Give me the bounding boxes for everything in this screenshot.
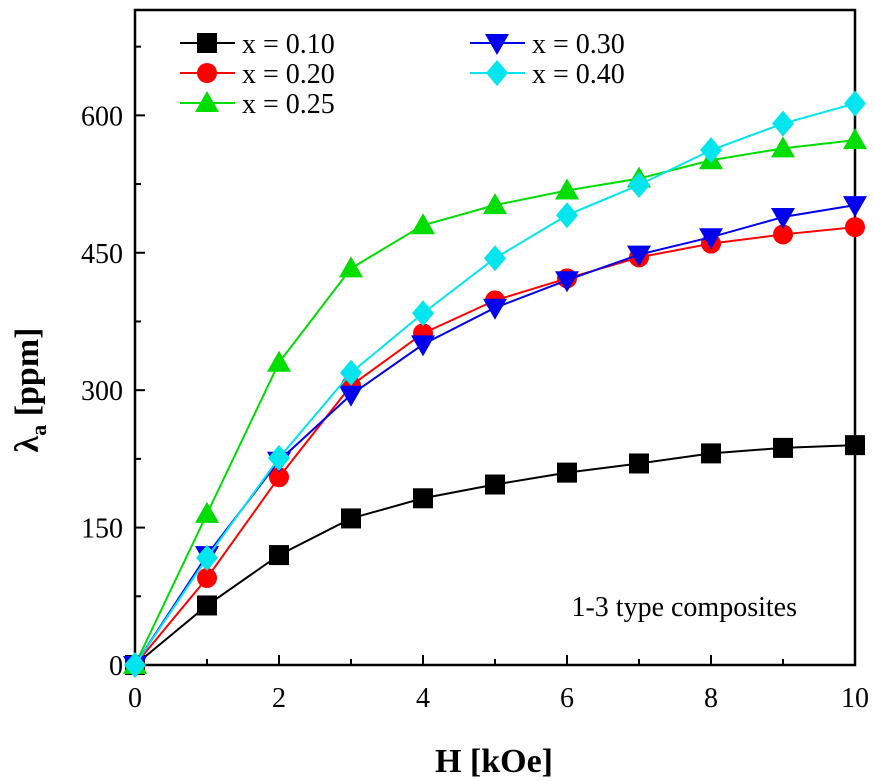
y-axis-label: λa [ppm] xyxy=(9,328,51,453)
data-point xyxy=(484,245,506,272)
data-point xyxy=(843,196,867,218)
legend-label: x = 0.25 xyxy=(242,89,335,120)
data-point xyxy=(269,467,289,488)
legend-marker xyxy=(486,60,508,86)
y-label-sub: a xyxy=(26,425,51,436)
data-point xyxy=(556,202,578,229)
data-point xyxy=(485,474,505,495)
legend-label: x = 0.40 xyxy=(532,59,625,90)
data-point xyxy=(555,271,579,293)
legend-marker xyxy=(195,91,219,112)
series-0.40 xyxy=(124,90,866,678)
data-point xyxy=(845,217,865,238)
data-point xyxy=(627,245,651,267)
data-point xyxy=(483,298,507,320)
x-tick-label: 2 xyxy=(272,683,286,714)
data-point xyxy=(339,256,363,278)
data-point xyxy=(771,136,795,158)
data-point xyxy=(845,435,865,456)
data-point xyxy=(412,300,434,327)
data-point xyxy=(555,178,579,200)
data-point xyxy=(124,652,146,678)
legend-item: x = 0.40 xyxy=(470,59,625,90)
data-point xyxy=(773,224,793,245)
data-point xyxy=(195,501,219,523)
data-point xyxy=(701,443,721,464)
legend: x = 0.10x = 0.20x = 0.25 x = 0.30x = 0.40 xyxy=(180,29,625,120)
legend-label: x = 0.20 xyxy=(242,59,335,90)
data-point xyxy=(269,545,289,566)
x-tick-label: 10 xyxy=(841,683,869,714)
data-point xyxy=(411,213,435,235)
y-label-unit: [ppm] xyxy=(9,328,46,425)
y-label-main: λ xyxy=(9,436,46,453)
data-point xyxy=(557,462,577,483)
x-tick-label: 0 xyxy=(128,683,142,714)
data-point xyxy=(268,444,290,471)
legend-item: x = 0.25 xyxy=(180,89,335,120)
data-point xyxy=(483,193,507,215)
legend-item: x = 0.30 xyxy=(470,29,625,60)
legend-marker xyxy=(485,34,509,55)
annotation: 1-3 type composites xyxy=(571,592,797,623)
data-point xyxy=(197,567,217,588)
data-point xyxy=(340,359,362,386)
data-point xyxy=(629,453,649,474)
data-point xyxy=(843,128,867,150)
data-point xyxy=(267,350,291,372)
data-point xyxy=(772,110,794,137)
data-point xyxy=(197,595,217,616)
legend-item: x = 0.20 xyxy=(180,59,335,90)
y-tick-label: 0 xyxy=(109,651,123,682)
y-tick-label: 450 xyxy=(81,239,123,270)
x-tick-label: 4 xyxy=(416,683,430,714)
data-point xyxy=(773,437,793,458)
legend-marker xyxy=(197,63,217,83)
data-point xyxy=(196,544,218,571)
data-point xyxy=(699,228,723,250)
y-tick-label: 600 xyxy=(81,101,123,132)
y-tick-label: 300 xyxy=(81,376,123,407)
data-point xyxy=(771,208,795,230)
data-point xyxy=(844,90,866,117)
series-0.10 xyxy=(125,435,865,675)
legend-label: x = 0.30 xyxy=(532,29,625,60)
data-point xyxy=(413,488,433,509)
data-point xyxy=(341,508,361,529)
data-point xyxy=(339,385,363,407)
data-point xyxy=(700,137,722,164)
legend-label: x = 0.10 xyxy=(242,29,335,60)
series-line xyxy=(134,139,856,666)
x-axis-label: H [kOe] xyxy=(435,743,553,780)
data-point xyxy=(628,171,650,198)
x-tick-label: 6 xyxy=(560,683,574,714)
data-point xyxy=(411,335,435,357)
legend-marker xyxy=(197,33,217,53)
legend-item: x = 0.10 xyxy=(180,29,335,60)
y-tick-label: 150 xyxy=(81,514,123,545)
x-tick-label: 8 xyxy=(704,683,718,714)
